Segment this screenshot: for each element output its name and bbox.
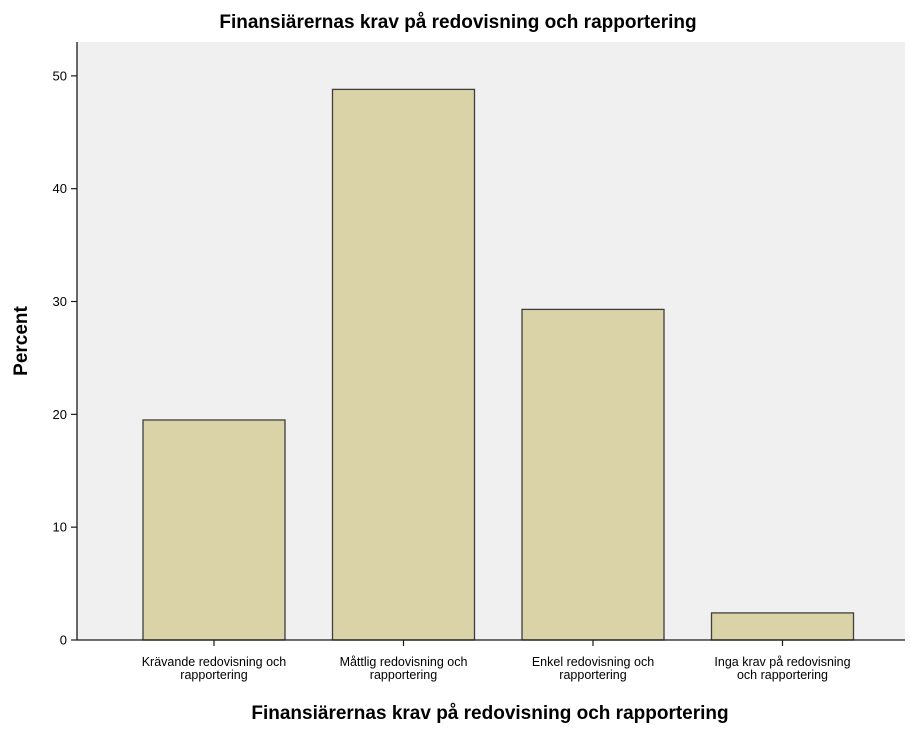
y-tick-label: 20: [53, 407, 67, 422]
x-category-label-4: Inga krav på redovisning och rapportering: [714, 655, 850, 682]
x-category-label-2: Måttlig redovisning och rapportering: [340, 655, 468, 682]
bar-1: [142, 419, 286, 641]
y-tick-label: 10: [53, 520, 67, 535]
chart-title: Finansiärernas krav på redovisning och r…: [219, 12, 696, 33]
x-category-label-3: Enkel redovisning och rapportering: [532, 655, 654, 682]
bar-4: [710, 612, 855, 641]
bars-group: [142, 88, 855, 641]
x-axis-title: Finansiärernas krav på redovisning och r…: [251, 703, 728, 724]
x-category-label-1: Krävande redovisning och rapportering: [142, 655, 287, 682]
axes-group: [76, 42, 905, 641]
y-tick-label: 50: [53, 68, 67, 83]
y-tick-label: 40: [53, 181, 67, 196]
bar-3: [521, 308, 665, 641]
y-tick-label: 30: [53, 294, 67, 309]
y-axis-title: Percent: [11, 305, 32, 375]
y-axis-ticks: 0 10 20 30 40 50: [53, 68, 77, 648]
y-tick-label: 0: [60, 633, 67, 648]
x-axis-category-labels: Krävande redovisning och rapportering Mått…: [142, 640, 851, 682]
bar-2: [331, 88, 476, 641]
